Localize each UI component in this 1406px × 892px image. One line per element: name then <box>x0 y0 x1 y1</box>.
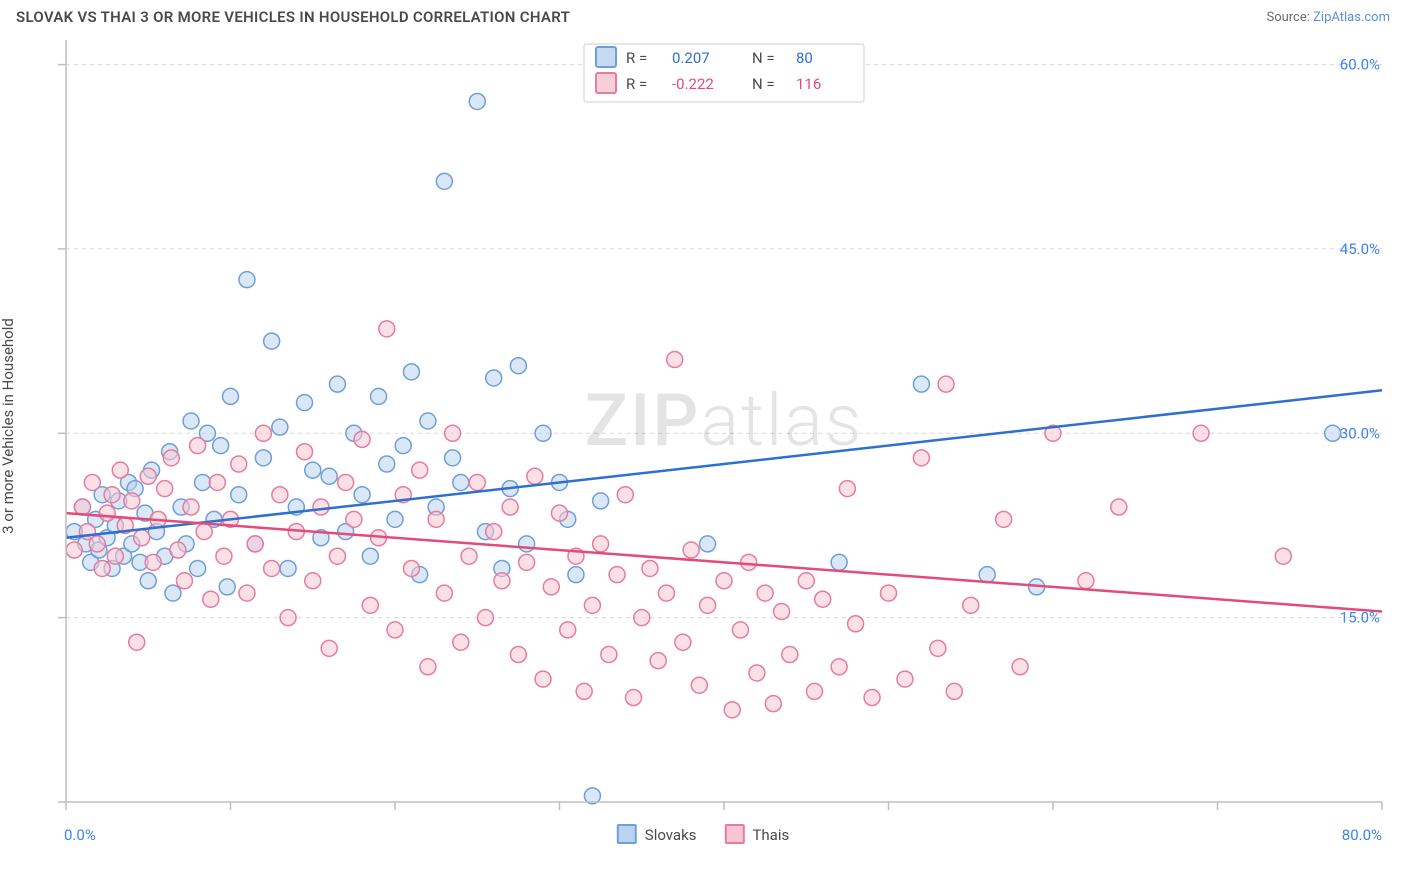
y-tick-label: 45.0% <box>1340 240 1380 258</box>
svg-text:R =: R = <box>626 75 647 93</box>
correlation-scatter-chart: 15.0%30.0%45.0%60.0%ZIPatlasR =0.207N =8… <box>16 30 1390 822</box>
legend-label: Thais <box>752 826 789 844</box>
legend-swatch <box>617 824 637 844</box>
legend-r-value: 0.207 <box>672 49 710 67</box>
watermark: ZIPatlas <box>585 378 864 463</box>
y-tick-label: 30.0% <box>1340 424 1380 442</box>
y-tick-label: 60.0% <box>1340 56 1380 74</box>
source-link[interactable]: ZipAtlas.com <box>1313 10 1390 25</box>
legend-r-value: -0.222 <box>672 75 714 93</box>
y-axis-label: 3 or more Vehicles in Household <box>0 318 17 534</box>
chart-container: 3 or more Vehicles in Household 15.0%30.… <box>16 30 1390 822</box>
x-axis-max-label: 80.0% <box>1342 826 1382 844</box>
x-axis-labels: 0.0% Slovaks Thais 80.0% <box>16 826 1390 852</box>
source-prefix: Source: <box>1266 10 1313 25</box>
source-attribution: Source: ZipAtlas.com <box>1266 10 1390 25</box>
legend-item-thais: Thais <box>724 824 789 844</box>
legend-swatch <box>724 824 744 844</box>
x-axis-min-label: 0.0% <box>64 826 96 844</box>
svg-text:N =: N = <box>752 49 775 67</box>
legend-n-value: 80 <box>796 49 813 67</box>
series-legend: Slovaks Thais <box>617 824 789 844</box>
legend-item-slovaks: Slovaks <box>617 824 697 844</box>
chart-title: SLOVAK VS THAI 3 OR MORE VEHICLES IN HOU… <box>16 8 570 26</box>
legend-label: Slovaks <box>645 826 697 844</box>
legend-n-value: 116 <box>796 75 821 93</box>
svg-text:N =: N = <box>752 75 775 93</box>
svg-text:R =: R = <box>626 49 647 67</box>
